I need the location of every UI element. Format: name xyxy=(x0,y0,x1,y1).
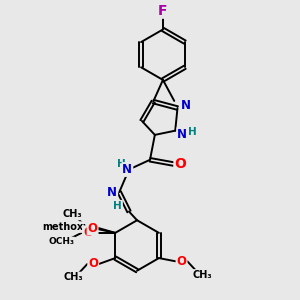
Text: N: N xyxy=(181,99,190,112)
Text: F: F xyxy=(158,4,168,18)
Text: H: H xyxy=(116,159,125,169)
Text: O: O xyxy=(85,223,95,236)
Text: CH₃: CH₃ xyxy=(63,272,83,283)
Text: O: O xyxy=(88,221,98,235)
Text: H: H xyxy=(113,201,122,211)
Text: OCH₃: OCH₃ xyxy=(48,237,74,246)
Text: H: H xyxy=(188,127,197,137)
Text: N: N xyxy=(177,128,187,141)
Text: O: O xyxy=(176,255,187,268)
Text: N: N xyxy=(122,163,132,176)
Text: O: O xyxy=(88,257,98,270)
Text: O: O xyxy=(83,226,93,239)
Text: N: N xyxy=(107,186,117,199)
Text: O: O xyxy=(175,157,186,171)
Text: CH₃: CH₃ xyxy=(192,270,212,280)
Text: methoxy: methoxy xyxy=(42,222,90,232)
Text: CH₃: CH₃ xyxy=(63,209,82,219)
